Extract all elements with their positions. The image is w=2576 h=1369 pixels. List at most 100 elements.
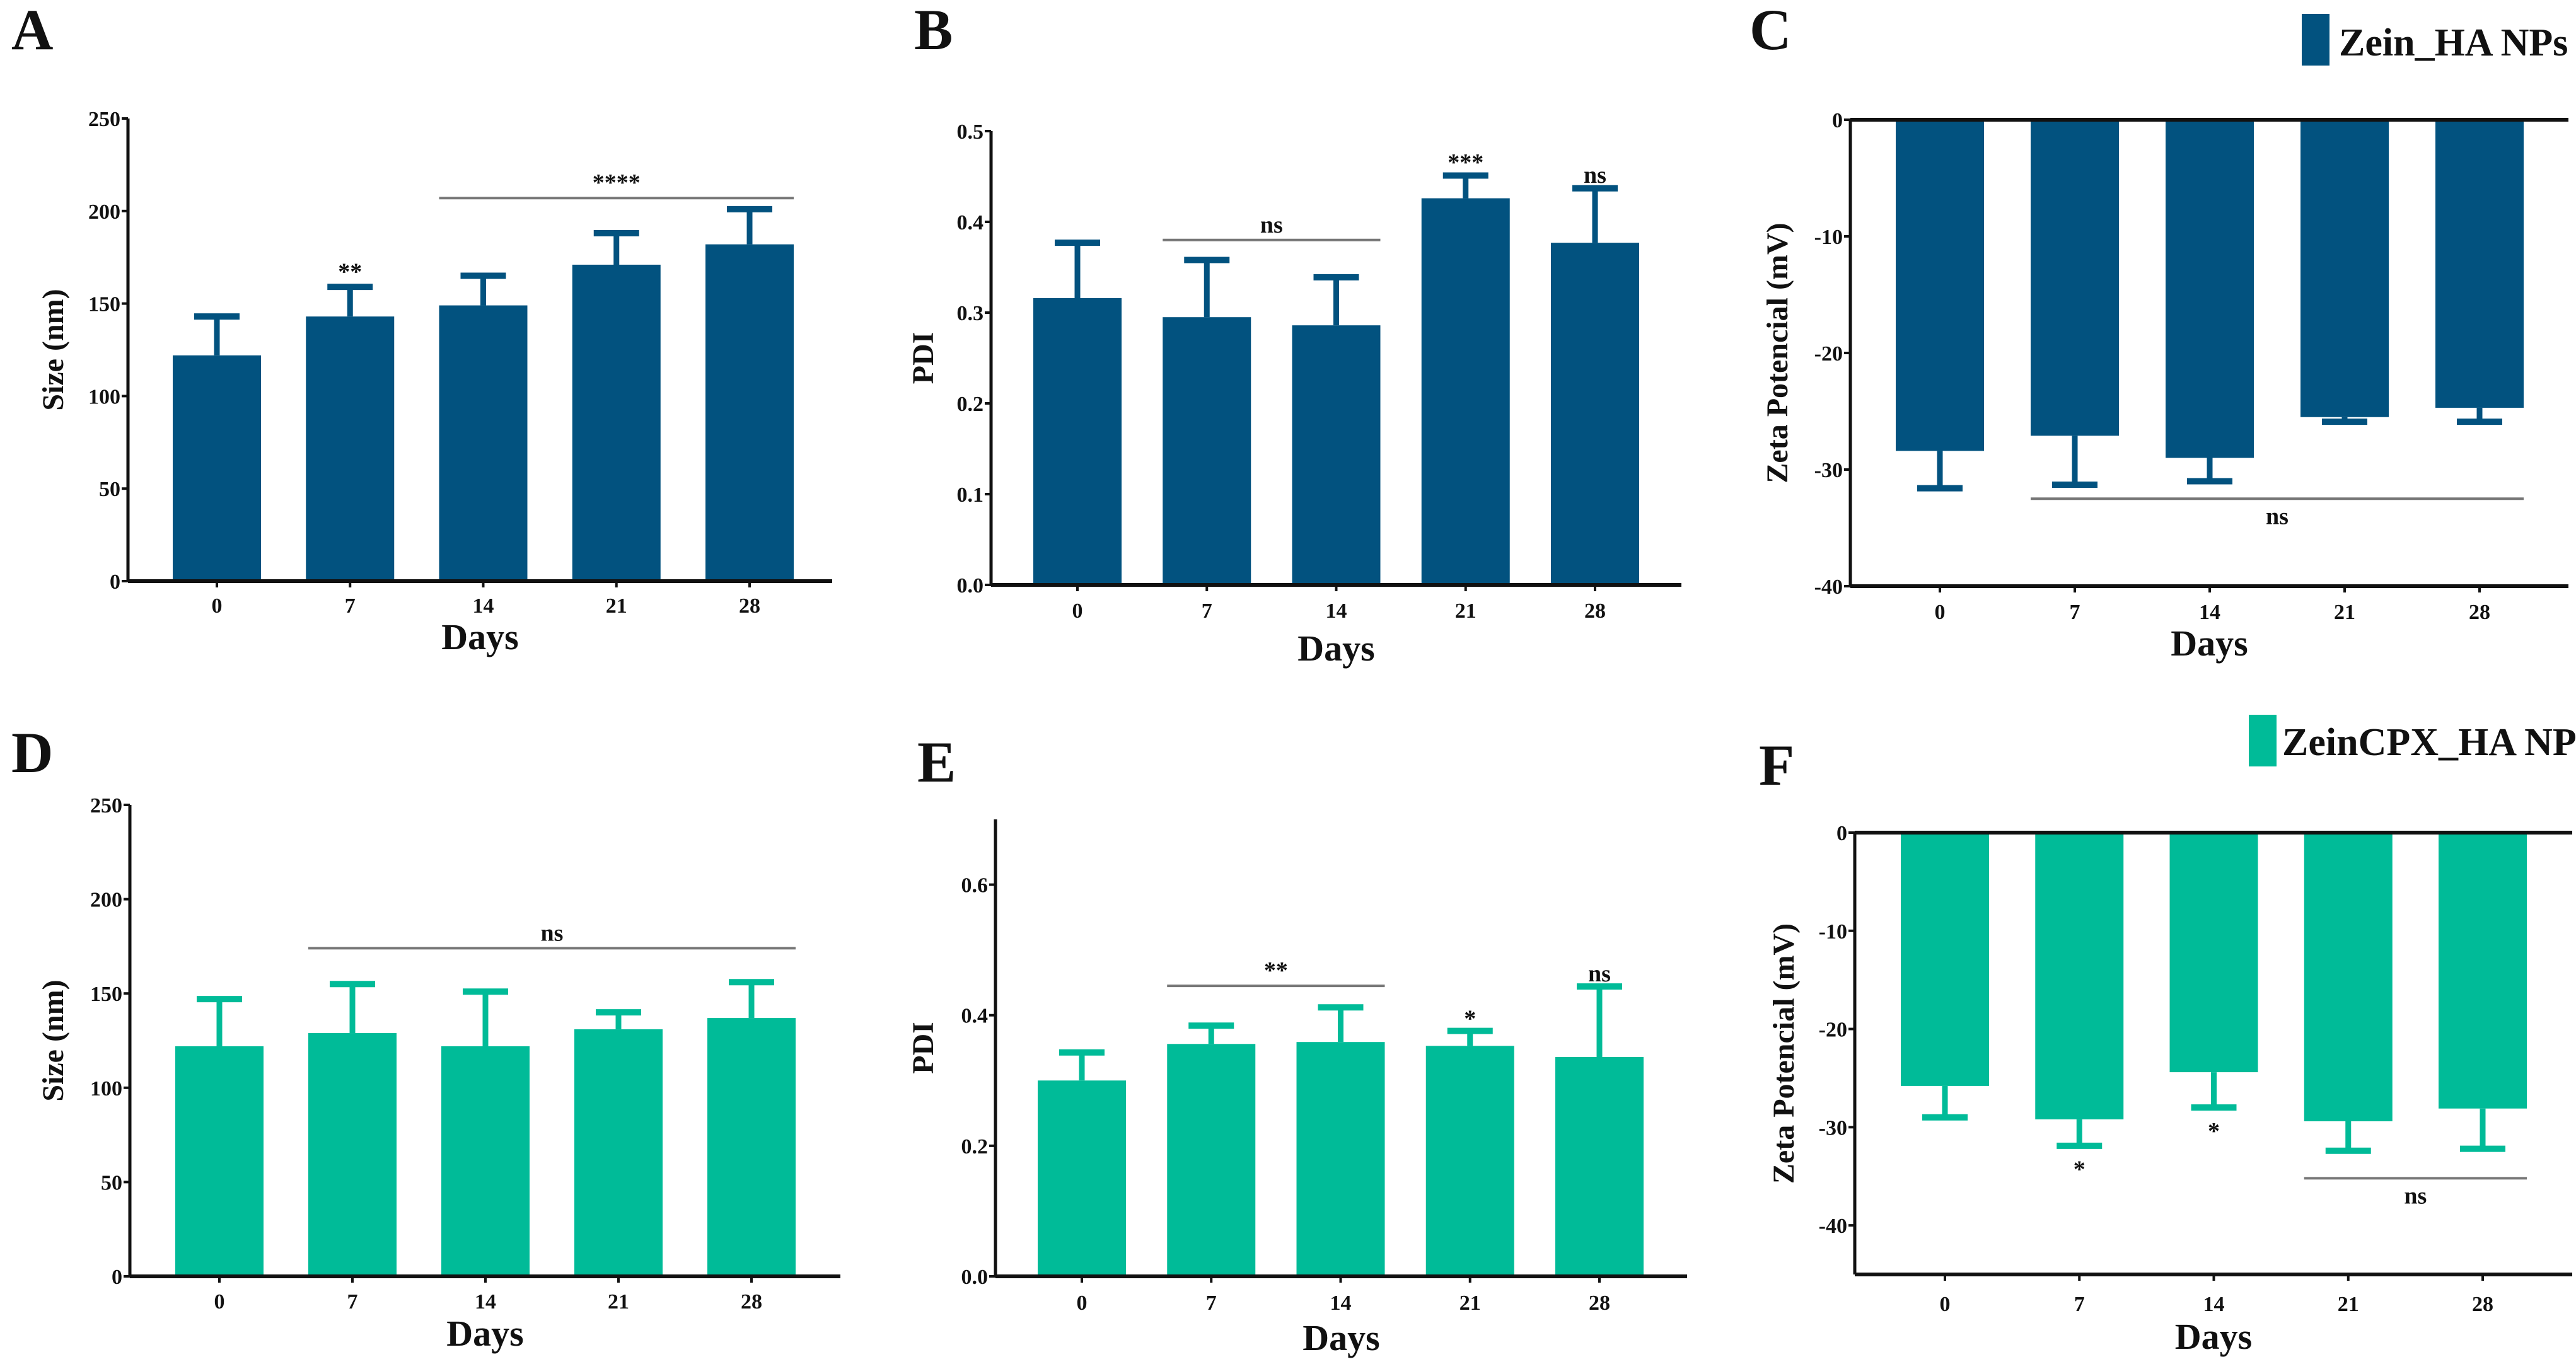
y-tick-label: -20 xyxy=(1814,342,1843,366)
y-tick-label: 0.5 xyxy=(957,120,984,144)
bar-day-28 xyxy=(2439,833,2527,1109)
bar-day-28 xyxy=(2435,120,2524,408)
y-tick-label: 100 xyxy=(90,1077,122,1100)
y-axis-title: Size (nm) xyxy=(37,979,70,1101)
x-axis-title: Days xyxy=(441,616,518,657)
y-tick-label: 50 xyxy=(101,1171,122,1194)
y-axis-title: PDI xyxy=(907,332,940,384)
x-tick-label: 28 xyxy=(1584,599,1606,623)
panel-letter: F xyxy=(1759,733,1794,797)
panel-letter: D xyxy=(11,720,53,785)
bar-day-21 xyxy=(2300,120,2389,417)
x-tick-label: 14 xyxy=(1326,599,1347,623)
bar-day-0 xyxy=(173,355,261,581)
bar-day-14 xyxy=(1296,1042,1385,1276)
x-tick-label: 0 xyxy=(1077,1291,1088,1315)
bar-day-21 xyxy=(1425,1046,1514,1276)
significance-label: ns xyxy=(1588,961,1611,987)
panel-letter: E xyxy=(917,730,956,794)
x-tick-label: 28 xyxy=(2469,601,2490,624)
significance-label: ns xyxy=(541,920,564,946)
bar-day-14 xyxy=(441,1046,530,1276)
bar-day-0 xyxy=(1901,833,1989,1086)
y-tick-label: 200 xyxy=(88,200,120,224)
x-axis-title: Days xyxy=(1303,1317,1379,1358)
legend-swatch xyxy=(2302,14,2329,66)
legend-swatch xyxy=(2249,715,2277,766)
bar-day-28 xyxy=(1555,1057,1644,1276)
x-axis-title: Days xyxy=(1297,628,1374,669)
y-tick-label: -20 xyxy=(1819,1019,1847,1042)
bar-day-14 xyxy=(439,305,528,581)
x-tick-label: 7 xyxy=(2070,601,2080,624)
significance-label: ** xyxy=(1264,957,1288,984)
x-tick-label: 28 xyxy=(741,1290,762,1314)
y-axis-title: Zeta Potencial (mV) xyxy=(1767,923,1801,1184)
x-tick-label: 14 xyxy=(475,1290,496,1314)
bar-day-21 xyxy=(1421,198,1510,585)
x-tick-label: 21 xyxy=(608,1290,629,1314)
bar-day-0 xyxy=(1896,120,1984,451)
panel-letter: A xyxy=(11,0,53,62)
y-tick-label: 0 xyxy=(1832,109,1843,132)
y-tick-label: 150 xyxy=(90,983,122,1006)
bar-day-7 xyxy=(1163,317,1251,585)
significance-label: ** xyxy=(338,258,362,285)
x-tick-label: 21 xyxy=(606,594,627,618)
significance-label: *** xyxy=(1448,149,1483,176)
y-tick-label: 0.0 xyxy=(961,1266,989,1289)
bar-day-0 xyxy=(1033,297,1122,585)
x-axis-title: Days xyxy=(2171,623,2248,664)
y-tick-label: 0.6 xyxy=(961,874,989,898)
bar-day-28 xyxy=(1551,243,1639,585)
bar-day-14 xyxy=(2169,833,2258,1073)
significance-label: ns xyxy=(1584,162,1606,188)
y-tick-label: 250 xyxy=(90,794,122,817)
bar-day-21 xyxy=(572,264,661,581)
bar-day-0 xyxy=(1038,1080,1126,1276)
y-tick-label: -10 xyxy=(1814,226,1843,249)
x-tick-label: 14 xyxy=(473,594,494,618)
x-tick-label: 0 xyxy=(1940,1293,1951,1316)
bar-day-21 xyxy=(574,1029,663,1276)
significance-label: ns xyxy=(1260,212,1283,238)
significance-label: ns xyxy=(2404,1182,2427,1209)
bar-day-14 xyxy=(2166,120,2254,458)
x-tick-label: 7 xyxy=(347,1290,358,1314)
x-tick-label: 14 xyxy=(2203,1293,2225,1316)
y-tick-label: -40 xyxy=(1814,575,1843,599)
y-axis-title: Size (nm) xyxy=(37,289,70,410)
y-tick-label: 50 xyxy=(99,478,120,501)
x-tick-label: 7 xyxy=(2074,1293,2085,1316)
y-tick-label: -10 xyxy=(1819,920,1847,944)
x-tick-label: 28 xyxy=(1589,1291,1610,1315)
significance-label: ns xyxy=(2266,503,2289,529)
y-axis-title: PDI xyxy=(907,1022,940,1074)
bar-day-7 xyxy=(1167,1044,1256,1276)
x-tick-label: 21 xyxy=(2338,1293,2359,1316)
x-tick-label: 7 xyxy=(1206,1291,1217,1315)
y-tick-label: 100 xyxy=(88,385,120,408)
y-tick-label: 0.1 xyxy=(957,483,984,507)
y-tick-label: 0.4 xyxy=(957,211,984,234)
y-tick-label: 0.3 xyxy=(957,302,984,325)
legend-label: ZeinCPX_HA NPs xyxy=(2282,721,2576,764)
bar-day-28 xyxy=(707,1018,796,1276)
y-tick-label: 0.0 xyxy=(957,574,984,598)
y-tick-label: 150 xyxy=(88,293,120,316)
x-tick-label: 21 xyxy=(1459,1291,1481,1315)
bar-day-7 xyxy=(2031,120,2119,436)
y-tick-label: 0.2 xyxy=(961,1135,989,1158)
panel-f: F ZeinCPX_HA NPs 0 7 14 21 28 0 -10 -20 -30 -40 Days… xyxy=(1759,715,2576,1357)
x-tick-label: 7 xyxy=(345,594,356,618)
x-axis-title: Days xyxy=(446,1313,523,1354)
x-tick-label: 7 xyxy=(1202,599,1212,623)
y-tick-label: -30 xyxy=(1819,1116,1847,1140)
y-tick-label: 0.4 xyxy=(961,1005,989,1028)
x-tick-label: 0 xyxy=(212,594,223,618)
y-tick-label: 0 xyxy=(110,570,120,594)
panel-d: D 0 7 14 21 28 0 50 100 150 200 250 Days Size (nm) ns xyxy=(11,720,840,1354)
y-tick-label: -40 xyxy=(1819,1215,1847,1238)
